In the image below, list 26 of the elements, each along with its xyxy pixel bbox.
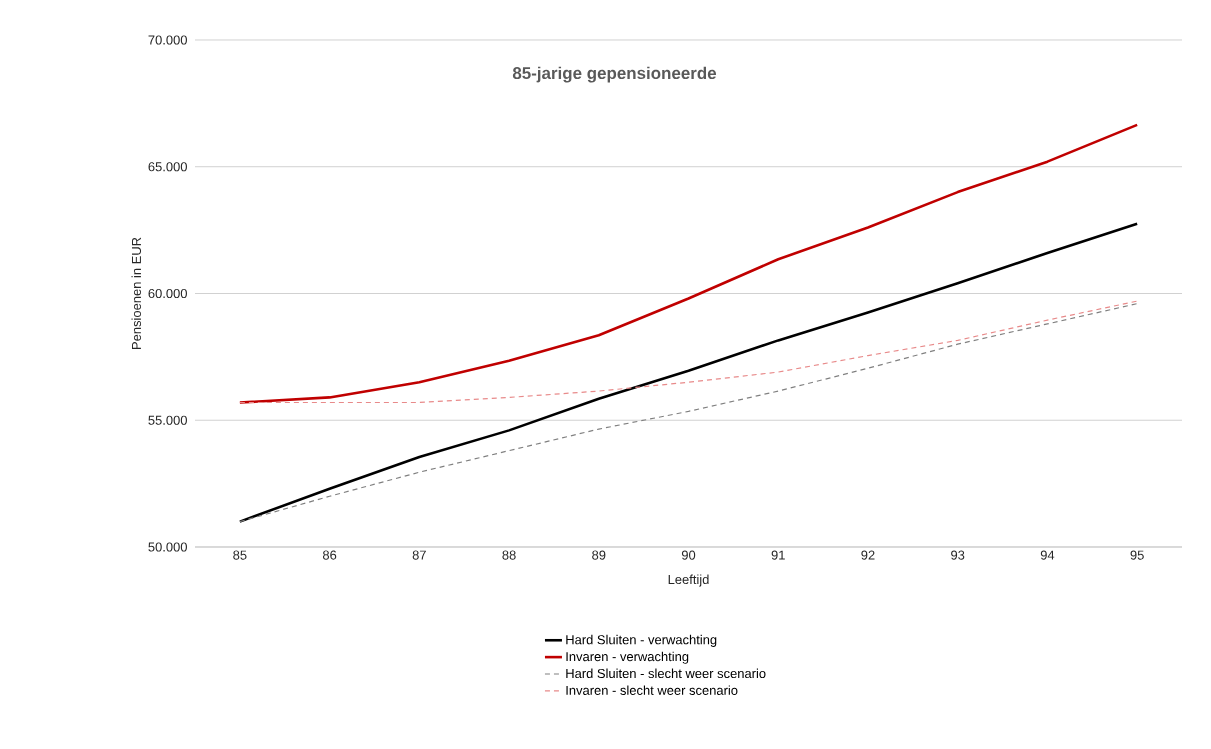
- legend-label: Invaren - verwachting: [566, 651, 689, 664]
- y-tick-label: 50.000: [148, 542, 187, 552]
- legend-label: Hard Sluiten - slecht weer scenario: [566, 668, 766, 679]
- line-series: [238, 123, 1139, 404]
- y-tick-label: 70.000: [148, 35, 187, 45]
- x-tick-label: 86: [322, 550, 337, 560]
- x-tick-label: 92: [861, 550, 875, 560]
- x-tick-label: 93: [951, 550, 965, 560]
- x-tick-label: 89: [592, 550, 606, 560]
- x-axis-title: Leeftijd: [668, 574, 709, 587]
- legend-label: Invaren - slecht weer scenario: [566, 685, 738, 695]
- y-tick-label: 55.000: [148, 415, 187, 425]
- x-tick-label: 87: [412, 550, 426, 560]
- legend-label: Hard Sluiten - verwachting: [566, 634, 717, 647]
- x-tick-label: 85: [233, 550, 247, 560]
- x-tick-label: 94: [1040, 550, 1055, 560]
- x-tick-label: 90: [681, 550, 696, 560]
- x-tick-label: 88: [502, 550, 516, 560]
- line-series: [239, 303, 1138, 523]
- y-tick-label: 60.000: [148, 288, 187, 299]
- x-tick-label: 95: [1130, 550, 1144, 560]
- y-tick-label: 65.000: [148, 162, 187, 172]
- line-series: [238, 222, 1139, 523]
- x-tick-label: 91: [771, 550, 785, 560]
- text: 85-jarige gepensioneerde: [512, 66, 717, 83]
- y-axis-title: Pensioenen in EUR: [131, 237, 142, 349]
